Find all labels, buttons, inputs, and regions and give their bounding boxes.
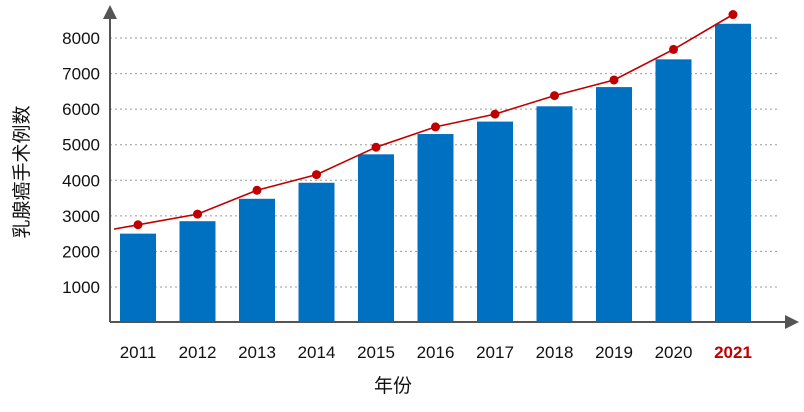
y-tick-labels: 1000 2000 3000 4000 5000 6000 7000 8000 <box>62 29 100 297</box>
x-tick-label: 2019 <box>595 343 633 362</box>
bar-2017 <box>477 121 513 322</box>
y-tick-label: 4000 <box>62 171 100 190</box>
trend-point-2016 <box>431 122 440 132</box>
bar-2013 <box>239 198 275 322</box>
x-tick-label: 2018 <box>536 343 574 362</box>
bar-2015 <box>358 154 394 322</box>
x-tick-label: 2017 <box>476 343 514 362</box>
bar-2018 <box>536 106 573 322</box>
trend-point-2011 <box>133 220 143 230</box>
y-tick-label: 3000 <box>62 207 100 226</box>
bar-2012 <box>179 221 216 322</box>
trend-point-2015 <box>371 142 381 152</box>
y-tick-label: 7000 <box>62 65 100 84</box>
x-tick-label: 2015 <box>357 343 395 362</box>
x-axis-title: 年份 <box>374 375 412 397</box>
bar-2016 <box>417 134 454 322</box>
bar-2021 <box>715 23 751 323</box>
bar-series <box>120 23 751 323</box>
y-tick-label: 5000 <box>62 136 100 155</box>
bar-2011 <box>120 233 156 322</box>
axes <box>103 5 799 329</box>
y-tick-label: 8000 <box>62 29 100 48</box>
x-tick-label: 2011 <box>120 343 157 362</box>
x-tick-label: 2012 <box>179 343 217 362</box>
trend-point-2014 <box>312 170 321 180</box>
trend-point-2017 <box>490 109 500 119</box>
bar-2019 <box>596 87 632 323</box>
trend-point-2021 <box>728 10 738 20</box>
trend-point-2018 <box>550 91 559 101</box>
x-tick-label: 2021 <box>714 343 752 362</box>
trend-point-2020 <box>669 44 678 54</box>
trend-point-2012 <box>193 209 202 219</box>
bar-2020 <box>655 59 692 322</box>
trend-point-2019 <box>609 75 619 85</box>
y-tick-label: 6000 <box>62 100 100 119</box>
y-tick-label: 1000 <box>62 278 100 297</box>
x-tick-label: 2020 <box>655 343 693 362</box>
x-tick-label: 2013 <box>238 343 276 362</box>
trend-line-series <box>113 10 738 230</box>
x-tick-label: 2014 <box>298 343 336 362</box>
bar-2014 <box>298 182 335 322</box>
trend-line <box>113 13 734 230</box>
trend-point-2013 <box>252 185 262 195</box>
x-tick-labels: 2011 2012 2013 2014 2015 2016 2017 2018 2019 2020… <box>120 343 752 362</box>
y-axis-title: 乳腺癌手术例数 <box>11 105 33 238</box>
x-tick-label: 2016 <box>417 343 455 362</box>
y-tick-label: 2000 <box>62 242 100 261</box>
